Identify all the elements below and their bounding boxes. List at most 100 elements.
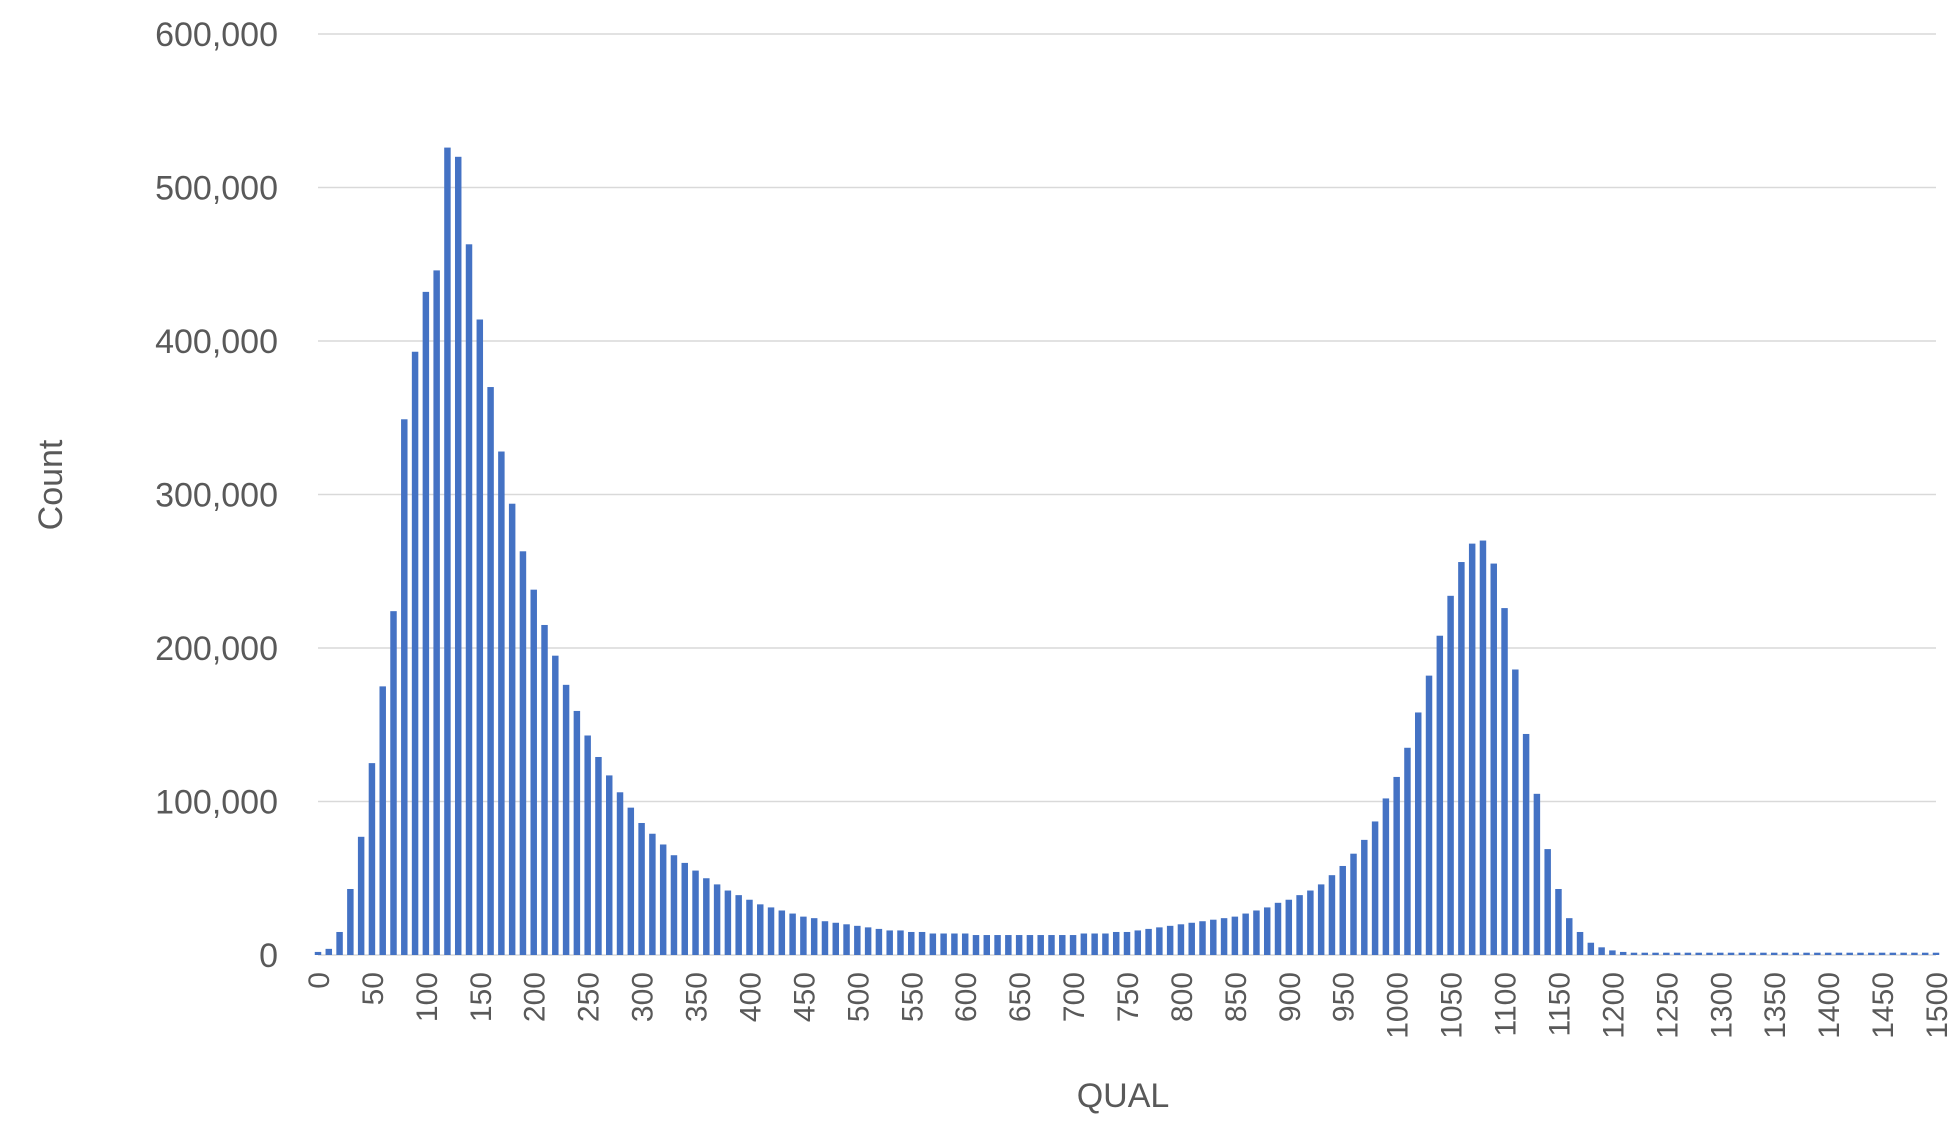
- histogram-bar: [908, 931, 915, 955]
- histogram-bar: [1727, 952, 1735, 955]
- histogram-bar: [670, 855, 678, 955]
- histogram-bar: [325, 948, 333, 955]
- histogram-bar: [530, 589, 537, 955]
- histogram-bar: [401, 419, 408, 955]
- histogram-bar: [1835, 952, 1843, 955]
- x-tick-label: 800: [1166, 972, 1199, 1022]
- x-tick-label: 150: [465, 972, 498, 1022]
- histogram-bar: [659, 844, 667, 955]
- histogram-bar: [347, 888, 354, 955]
- histogram-bar: [1619, 951, 1627, 955]
- histogram-bar: [1102, 933, 1109, 955]
- histogram-bar: [1220, 918, 1228, 955]
- histogram-bar: [508, 503, 516, 955]
- histogram-bar: [1479, 540, 1487, 955]
- histogram-bar: [1415, 712, 1422, 955]
- histogram-bar: [1717, 952, 1724, 955]
- histogram-bar: [1814, 952, 1821, 955]
- x-tick-label: 1050: [1436, 972, 1469, 1039]
- histogram-bar: [1112, 931, 1120, 955]
- x-tick-label: 550: [896, 972, 929, 1022]
- histogram-bar: [476, 319, 484, 955]
- x-tick-label: 1300: [1705, 972, 1738, 1039]
- histogram-bar: [1166, 925, 1174, 955]
- histogram-bar: [1253, 910, 1260, 955]
- histogram-bar: [1005, 935, 1012, 955]
- histogram-bar: [606, 775, 613, 955]
- histogram-bar: [972, 935, 980, 955]
- histogram-bar: [1706, 952, 1713, 955]
- x-tick-label: 500: [842, 972, 875, 1022]
- histogram-bar: [1307, 890, 1314, 955]
- histogram-bar: [1134, 930, 1142, 955]
- histogram-bar: [1156, 927, 1163, 955]
- histogram-bar: [498, 451, 505, 955]
- histogram-bar: [1598, 947, 1605, 955]
- gridlines: [318, 33, 1936, 956]
- x-tick-label: 1500: [1921, 972, 1952, 1039]
- histogram-bar: [681, 862, 688, 955]
- histogram-bar: [1285, 899, 1293, 955]
- histogram-bar: [1361, 839, 1368, 955]
- histogram-bar: [1566, 918, 1573, 955]
- histogram-bar: [1501, 608, 1508, 955]
- histogram-bar: [454, 156, 462, 956]
- x-tick-label: 600: [950, 972, 983, 1022]
- histogram-bar: [1037, 935, 1044, 955]
- histogram-bar: [713, 884, 721, 955]
- x-tick-label: 950: [1328, 972, 1361, 1022]
- y-tick-label: 300,000: [155, 477, 278, 515]
- histogram-bar: [422, 291, 430, 955]
- histogram-bar: [1048, 935, 1055, 955]
- histogram-bar: [1522, 733, 1530, 955]
- histogram-bar: [1328, 875, 1336, 955]
- y-tick-label: 100,000: [155, 784, 278, 822]
- histogram-bar: [1274, 902, 1282, 955]
- x-tick-label: 300: [627, 972, 660, 1022]
- histogram-bar: [1177, 924, 1185, 955]
- histogram-bar: [1263, 907, 1271, 955]
- histogram-bar: [897, 930, 904, 955]
- histogram-bar: [1652, 952, 1659, 955]
- histogram-bar: [767, 907, 775, 955]
- histogram-bar: [1533, 793, 1541, 955]
- histogram-bar: [735, 895, 742, 955]
- histogram-bar: [1091, 933, 1098, 955]
- histogram-bar: [584, 735, 591, 955]
- x-tick-label: 750: [1112, 972, 1145, 1022]
- histogram-bar: [1210, 919, 1217, 955]
- histogram-bar: [357, 836, 365, 955]
- x-tick-label: 350: [681, 972, 714, 1022]
- histogram-bar: [1296, 895, 1303, 955]
- histogram-bar: [1393, 776, 1400, 955]
- histogram-bar: [1026, 935, 1034, 955]
- y-tick-label: 600,000: [155, 16, 278, 54]
- x-tick-label: 100: [411, 972, 444, 1022]
- x-tick-label: 900: [1274, 972, 1307, 1022]
- histogram-bar: [1199, 921, 1206, 955]
- histogram-bar: [314, 951, 322, 955]
- histogram-bar: [864, 927, 872, 955]
- histogram-bar: [918, 931, 926, 955]
- histogram-bar: [951, 933, 958, 955]
- x-tick-label: 250: [573, 972, 606, 1022]
- histogram-bar: [1868, 952, 1875, 955]
- y-tick-label: 400,000: [155, 323, 278, 361]
- histogram-bar: [1317, 884, 1325, 955]
- x-tick-label: 400: [734, 972, 767, 1022]
- histogram-bar: [1242, 913, 1249, 955]
- histogram-bar: [810, 918, 818, 955]
- histogram-bar: [1932, 952, 1940, 955]
- histogram-bar: [1576, 931, 1584, 955]
- x-tick-label: 1400: [1813, 972, 1846, 1039]
- histogram-bar: [1080, 933, 1088, 955]
- x-tick-label: 850: [1220, 972, 1253, 1022]
- x-axis-tick-labels: 0 50 100 150 200 250 300 350 400 450 500 550 600 650 7…: [303, 972, 1952, 1039]
- histogram-bar: [487, 387, 494, 955]
- histogram-bar: [1587, 942, 1595, 955]
- histogram-bar: [1857, 952, 1864, 955]
- histogram-bar: [1371, 821, 1379, 955]
- histogram-bar: [595, 756, 602, 955]
- y-axis-tick-labels: 0 100,000 200,000 300,000 400,000 500,000 600,…: [155, 16, 278, 975]
